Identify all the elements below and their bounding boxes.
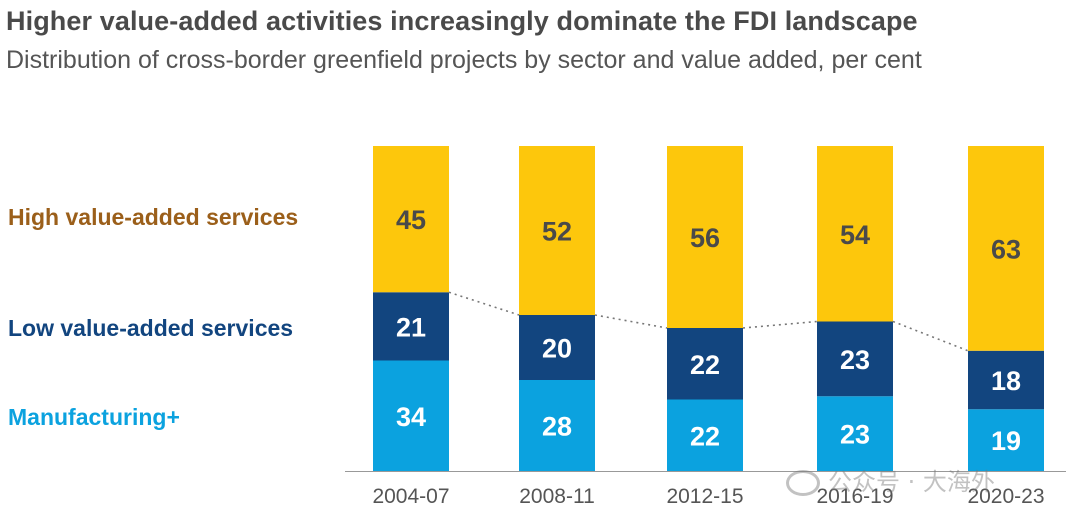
data-label-manufacturing-2016-19: 23 (840, 420, 870, 450)
watermark: 公众号 · 大海外 (786, 462, 995, 497)
bar-segment-high-value-added-2020-23 (968, 146, 1044, 351)
legend-label-high-value-added-services: High value-added services (8, 204, 299, 230)
bar-segment-low-value-added-2004-07 (373, 292, 449, 361)
bar-segment-high-value-added-2016-19 (817, 146, 893, 322)
data-label-manufacturing-2004-07: 34 (396, 402, 426, 432)
bar-segment-manufacturing-2012-15 (667, 399, 743, 471)
chart-subtitle: Distribution of cross-border greenfield … (6, 46, 922, 74)
x-tick-label-2020-23: 2020-23 (967, 485, 1044, 508)
data-label-low-value-added-2012-15: 22 (690, 350, 720, 380)
legend-label-low-value-added-services: Low value-added services (8, 315, 294, 341)
bar-segment-manufacturing-2004-07 (373, 360, 449, 471)
data-label-low-value-added-2008-11: 20 (542, 334, 572, 364)
data-label-high-value-added-2020-23: 63 (991, 234, 1021, 264)
connector-line-2016-19-2020-23 (892, 320, 969, 352)
x-tick-label-2012-15: 2012-15 (666, 485, 743, 508)
data-label-high-value-added-2008-11: 52 (542, 217, 572, 247)
data-label-high-value-added-2004-07: 45 (396, 205, 426, 235)
data-label-manufacturing-2020-23: 19 (991, 426, 1021, 456)
bar-segment-manufacturing-2020-23 (968, 409, 1044, 471)
bar-segment-low-value-added-2008-11 (519, 315, 595, 380)
bar-segment-high-value-added-2004-07 (373, 146, 449, 293)
bar-segment-low-value-added-2012-15 (667, 328, 743, 400)
x-tick-label-2008-11: 2008-11 (519, 485, 595, 508)
connector-line-2008-11-2012-15 (594, 314, 668, 329)
bar-segment-low-value-added-2020-23 (968, 350, 1044, 410)
data-label-manufacturing-2008-11: 28 (542, 412, 572, 442)
bar-segment-high-value-added-2012-15 (667, 146, 743, 328)
connector-line-2004-07-2008-11 (448, 291, 520, 316)
bar-segment-low-value-added-2016-19 (817, 321, 893, 397)
bar-segment-high-value-added-2008-11 (519, 146, 595, 315)
chart-title: Higher value-added activities increasing… (6, 6, 918, 36)
wechat-icon (786, 470, 820, 496)
x-tick-label-2016-19: 2016-19 (816, 485, 893, 508)
data-label-manufacturing-2012-15: 22 (690, 421, 720, 451)
data-label-high-value-added-2012-15: 56 (690, 223, 720, 253)
watermark-text: 公众号 · 大海外 (828, 468, 995, 496)
connector-line-2012-15-2016-19 (742, 320, 818, 329)
data-label-high-value-added-2016-19: 54 (840, 220, 870, 250)
x-tick-label-2004-07: 2004-07 (372, 485, 449, 508)
bar-segment-manufacturing-2016-19 (817, 396, 893, 471)
legend-label-manufacturing: Manufacturing+ (8, 404, 180, 430)
data-label-low-value-added-2004-07: 21 (396, 312, 426, 342)
data-label-low-value-added-2020-23: 18 (991, 366, 1021, 396)
data-label-low-value-added-2016-19: 23 (840, 345, 870, 375)
bar-segment-manufacturing-2008-11 (519, 380, 595, 471)
